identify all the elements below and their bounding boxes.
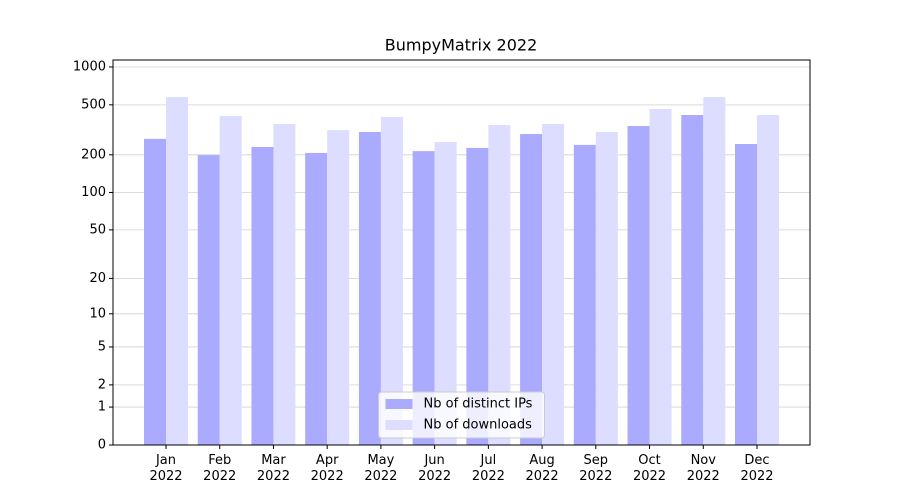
x-tick-label: Mar 2022 (256, 453, 290, 484)
bar (542, 124, 565, 445)
y-tick-label: 5 (98, 339, 106, 354)
y-tick-label: 20 (89, 271, 106, 286)
bar (627, 126, 650, 445)
bar (703, 97, 726, 445)
bar (573, 144, 596, 445)
bar (412, 151, 435, 446)
x-tick-label: Dec 2022 (740, 453, 774, 484)
x-tick-label: Apr 2022 (310, 453, 344, 484)
plot-frame (112, 59, 811, 446)
x-tick-label: Oct 2022 (632, 453, 667, 484)
x-tick-label: Jul 2022 (471, 453, 505, 484)
chart-title: BumpyMatrix 2022 (385, 36, 538, 55)
y-tick-label: 1000 (73, 59, 106, 74)
bar (219, 115, 242, 445)
y-tick-label: 100 (81, 185, 106, 200)
bar (273, 124, 296, 445)
x-tick-label: Feb 2022 (203, 453, 237, 484)
bar (757, 115, 779, 446)
y-tick-label: 1 (98, 400, 106, 415)
bar (466, 147, 489, 445)
bar (434, 142, 457, 445)
y-tick-label: 10 (89, 306, 106, 321)
legend-swatch (385, 399, 413, 409)
y-tick-label: 2 (98, 377, 106, 392)
legend-label: Nb of distinct IPs (424, 397, 533, 412)
y-tick-label: 0 (98, 438, 106, 453)
bar (595, 131, 618, 445)
bar (144, 138, 166, 445)
legend: Nb of distinct IPs Nb of downloads (378, 391, 545, 439)
bar (358, 131, 381, 445)
y-tick-label: 200 (81, 147, 106, 162)
bar (166, 97, 188, 445)
bar (305, 152, 328, 445)
x-tick-label: Nov 2022 (686, 453, 720, 484)
bar (735, 143, 757, 445)
bar (649, 109, 672, 446)
x-tick-label: Jun 2022 (418, 453, 452, 484)
y-tick-label: 500 (81, 97, 106, 112)
legend-label: Nb of downloads (424, 418, 533, 433)
bar (327, 130, 350, 445)
bar (681, 115, 704, 446)
bar (488, 124, 511, 446)
bar (251, 146, 274, 445)
bar (197, 155, 220, 445)
y-tick-label: 50 (89, 222, 106, 237)
bar (520, 134, 543, 445)
legend-box (378, 391, 545, 439)
legend-swatch (385, 420, 413, 430)
bar (380, 117, 403, 445)
x-tick-label: Sep 2022 (579, 453, 613, 484)
x-tick-label: Aug 2022 (525, 453, 559, 484)
x-tick-label: Jan 2022 (149, 453, 183, 484)
x-tick-label: May 2022 (364, 453, 398, 484)
